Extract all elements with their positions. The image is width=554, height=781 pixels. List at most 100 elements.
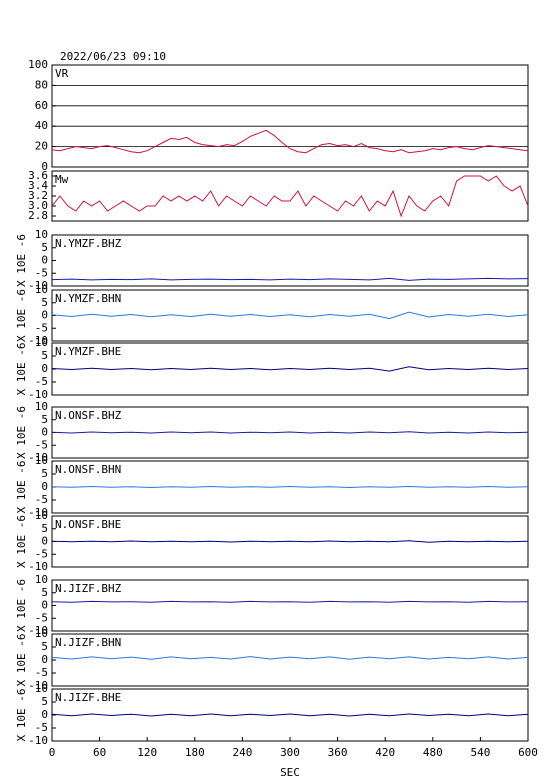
y-tick-label: 5 bbox=[41, 586, 48, 599]
series-line bbox=[51, 540, 529, 543]
y-tick-label: -10 bbox=[28, 734, 48, 747]
y-tick-label: 3.2 bbox=[28, 189, 48, 202]
y-tick-label: -5 bbox=[35, 547, 48, 560]
y-tick-label: 0 bbox=[41, 480, 48, 493]
y-tick-label: 3.4 bbox=[28, 179, 48, 192]
series-line bbox=[51, 431, 529, 434]
y-tick-label: -10 bbox=[28, 279, 48, 292]
y-tick-label: 0 bbox=[41, 362, 48, 375]
x-tick-label: 600 bbox=[518, 746, 538, 759]
x-tick-label: 300 bbox=[280, 746, 300, 759]
y-tick-label: 0 bbox=[41, 599, 48, 612]
y-tick-label: 5 bbox=[41, 695, 48, 708]
y-tick-label: -10 bbox=[28, 451, 48, 464]
series-line bbox=[51, 129, 529, 154]
series-line bbox=[51, 656, 529, 660]
y-tick-label: -10 bbox=[28, 334, 48, 347]
y-tick-label: 60 bbox=[35, 99, 48, 112]
y-tick-label: 0 bbox=[41, 426, 48, 439]
y-axis-label: X 10E -6 bbox=[15, 406, 28, 459]
y-tick-label: -5 bbox=[35, 266, 48, 279]
y-axis-label: X 10E -6 bbox=[15, 689, 28, 742]
y-tick-label: 3.6 bbox=[28, 169, 48, 182]
series-label: VR bbox=[55, 67, 69, 80]
y-tick-label: 0 bbox=[41, 535, 48, 548]
y-tick-label: 10 bbox=[35, 454, 48, 467]
y-tick-label: -5 bbox=[35, 666, 48, 679]
y-axis-label: X 10E -6 bbox=[15, 234, 28, 287]
series-line bbox=[51, 600, 529, 603]
y-tick-label: 40 bbox=[35, 119, 48, 132]
x-tick-label: 540 bbox=[470, 746, 490, 759]
plot-frame bbox=[51, 289, 529, 342]
series-label: N.YMZF.BHZ bbox=[55, 237, 122, 250]
series-label: N.ONSF.BHN bbox=[55, 463, 121, 476]
y-tick-label: -5 bbox=[35, 375, 48, 388]
y-tick-label: 5 bbox=[41, 413, 48, 426]
y-tick-label: -10 bbox=[28, 624, 48, 637]
y-tick-label: -10 bbox=[28, 388, 48, 401]
y-tick-label: 0 bbox=[41, 708, 48, 721]
series-label: N.ONSF.BHE bbox=[55, 518, 121, 531]
y-tick-label: 80 bbox=[35, 78, 48, 91]
series-label: N.JIZF.BHN bbox=[55, 636, 121, 649]
plot-frame bbox=[51, 234, 529, 287]
series-label: Mw bbox=[55, 173, 69, 186]
series-line bbox=[51, 277, 529, 281]
series-label: N.YMZF.BHN bbox=[55, 292, 121, 305]
y-tick-label: 10 bbox=[35, 573, 48, 586]
x-tick-label: 420 bbox=[375, 746, 395, 759]
y-tick-label: 0 bbox=[41, 254, 48, 267]
series-line bbox=[51, 311, 529, 320]
y-tick-label: 100 bbox=[28, 58, 48, 71]
y-tick-label: 5 bbox=[41, 296, 48, 309]
y-tick-label: 5 bbox=[41, 349, 48, 362]
x-tick-label: 60 bbox=[93, 746, 106, 759]
y-tick-label: 0 bbox=[41, 309, 48, 322]
series-label: N.ONSF.BHZ bbox=[55, 409, 122, 422]
y-tick-label: 0 bbox=[41, 160, 48, 173]
y-tick-label: 0 bbox=[41, 653, 48, 666]
y-tick-label: 10 bbox=[35, 336, 48, 349]
series-line bbox=[51, 713, 529, 717]
y-tick-label: -5 bbox=[35, 493, 48, 506]
y-axis-label: X 10E -6 bbox=[15, 634, 28, 687]
y-tick-label: 5 bbox=[41, 241, 48, 254]
y-tick-label: 5 bbox=[41, 522, 48, 535]
x-tick-label: 360 bbox=[328, 746, 348, 759]
y-tick-label: 2.8 bbox=[28, 209, 48, 222]
y-tick-label: -5 bbox=[35, 611, 48, 624]
plot-frame bbox=[51, 64, 529, 168]
y-tick-label: 10 bbox=[35, 228, 48, 241]
y-tick-label: 3.0 bbox=[28, 199, 48, 212]
y-tick-label: 10 bbox=[35, 627, 48, 640]
x-tick-label: 480 bbox=[423, 746, 443, 759]
x-tick-label: 0 bbox=[49, 746, 56, 759]
y-tick-label: 10 bbox=[35, 509, 48, 522]
series-line bbox=[51, 175, 529, 218]
y-tick-label: 5 bbox=[41, 467, 48, 480]
y-tick-label: 20 bbox=[35, 140, 48, 153]
y-tick-label: 10 bbox=[35, 682, 48, 695]
series-label: N.YMZF.BHE bbox=[55, 345, 121, 358]
x-tick-label: 120 bbox=[137, 746, 157, 759]
x-axis-label: SEC bbox=[280, 766, 300, 779]
y-tick-label: -5 bbox=[35, 721, 48, 734]
y-axis-label: X 10E -6 bbox=[15, 289, 28, 342]
y-axis-label: X 10E -6 bbox=[15, 515, 28, 568]
chart-title: 2022/06/23 09:10 bbox=[60, 50, 166, 63]
plot-frame bbox=[51, 579, 529, 632]
series-label: N.JIZF.BHZ bbox=[55, 582, 122, 595]
y-tick-label: -10 bbox=[28, 506, 48, 519]
y-axis-label: X 10E -6 bbox=[15, 579, 28, 632]
y-tick-label: 10 bbox=[35, 283, 48, 296]
x-tick-label: 240 bbox=[232, 746, 252, 759]
x-tick-label: 180 bbox=[185, 746, 205, 759]
y-tick-label: -10 bbox=[28, 560, 48, 573]
series-label: N.JIZF.BHE bbox=[55, 691, 121, 704]
y-tick-label: -5 bbox=[35, 321, 48, 334]
series-line bbox=[51, 485, 529, 489]
plot-frame bbox=[51, 633, 529, 687]
y-tick-label: 10 bbox=[35, 400, 48, 413]
